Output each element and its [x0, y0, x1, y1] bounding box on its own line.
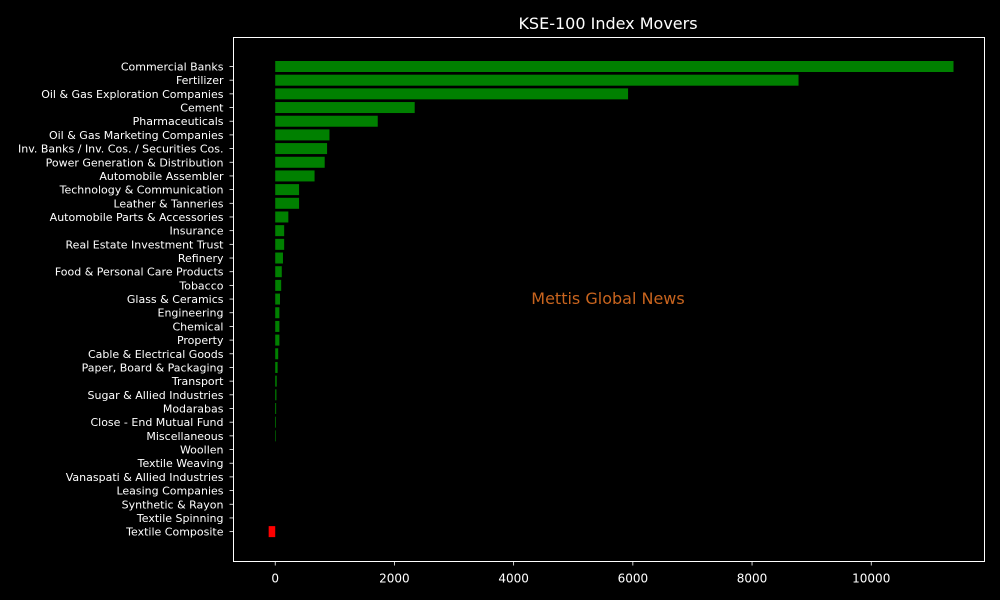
bar [275, 430, 276, 442]
bar [275, 211, 289, 223]
y-tick-label: Power Generation & Distribution [46, 156, 224, 169]
y-tick-label: Textile Weaving [137, 457, 224, 470]
bar [275, 225, 285, 237]
y-tick-label: Food & Personal Care Products [55, 266, 224, 279]
bar [275, 375, 277, 387]
x-tick-label: 0 [271, 572, 279, 586]
y-tick-label: Leather & Tanneries [113, 197, 223, 210]
bar [275, 252, 283, 264]
bar [275, 184, 300, 196]
bar [275, 307, 280, 319]
bar [275, 115, 378, 127]
x-tick-label: 2000 [379, 572, 410, 586]
x-tick-label: 8000 [737, 572, 768, 586]
y-tick-label: Refinery [178, 252, 224, 265]
y-tick-label: Paper, Board & Packaging [82, 361, 224, 374]
bar [275, 361, 278, 373]
bar [275, 348, 279, 360]
bars-group [268, 61, 954, 538]
bar [275, 389, 277, 401]
x-tick-label: 10000 [852, 572, 890, 586]
bar [275, 238, 285, 250]
y-tick-label: Oil & Gas Marketing Companies [49, 129, 224, 142]
bar [275, 403, 277, 414]
y-tick-label: Property [177, 334, 224, 347]
y-tick-label: Tobacco [178, 279, 223, 292]
bar [275, 88, 629, 100]
y-tick-label: Miscellaneous [146, 430, 223, 443]
y-tick-label: Inv. Banks / Inv. Cos. / Securities Cos. [18, 143, 223, 156]
y-tick-label: Fertilizer [176, 74, 224, 87]
y-tick-label: Textile Composite [125, 526, 224, 539]
y-tick-label: Cable & Electrical Goods [88, 348, 224, 361]
bar [275, 334, 280, 346]
bar [275, 143, 328, 155]
y-tick-label: Insurance [170, 225, 224, 238]
chart-title: KSE-100 Index Movers [518, 14, 697, 33]
y-tick-label: Oil & Gas Exploration Companies [41, 88, 224, 101]
y-tick-label: Modarabas [163, 403, 224, 416]
y-tick-label: Woollen [180, 444, 224, 457]
y-tick-label: Automobile Assembler [99, 170, 224, 183]
bar [275, 320, 280, 332]
bar [275, 279, 282, 291]
y-tick-label: Textile Spinning [136, 512, 224, 525]
y-tick-label: Technology & Communication [59, 184, 224, 197]
bar [275, 197, 300, 209]
y-tick-label: Pharmaceuticals [133, 115, 224, 128]
y-tick-label: Cement [180, 102, 224, 115]
bar [275, 61, 954, 72]
y-tick-label: Glass & Ceramics [127, 293, 224, 306]
y-tick-label: Sugar & Allied Industries [87, 389, 223, 402]
y-tick-label: Close - End Mutual Fund [90, 416, 223, 429]
y-tick-label: Synthetic & Rayon [122, 498, 224, 511]
y-tick-label: Real Estate Investment Trust [66, 238, 225, 251]
bar [275, 74, 799, 86]
y-tick-label: Commercial Banks [121, 61, 224, 74]
y-tick-label: Transport [171, 375, 224, 388]
watermark-text: Mettis Global News [531, 289, 684, 308]
bar [275, 416, 276, 428]
y-tick-label: Leasing Companies [116, 485, 223, 498]
x-tick-label: 4000 [498, 572, 529, 586]
bar [275, 156, 325, 168]
bar [268, 526, 276, 538]
x-tick-label: 6000 [618, 572, 649, 586]
y-tick-label: Vanaspati & Allied Industries [66, 471, 224, 484]
y-tick-label: Chemical [172, 320, 223, 333]
bar [275, 102, 415, 114]
bar [275, 266, 282, 278]
bar [275, 293, 280, 305]
bar [275, 129, 330, 141]
y-tick-label: Engineering [158, 307, 224, 320]
y-tick-label: Automobile Parts & Accessories [50, 211, 224, 224]
x-axis: 0 2000 4000 6000 8000 10000 [271, 561, 890, 586]
bar [275, 170, 315, 182]
plot-area [233, 37, 985, 562]
